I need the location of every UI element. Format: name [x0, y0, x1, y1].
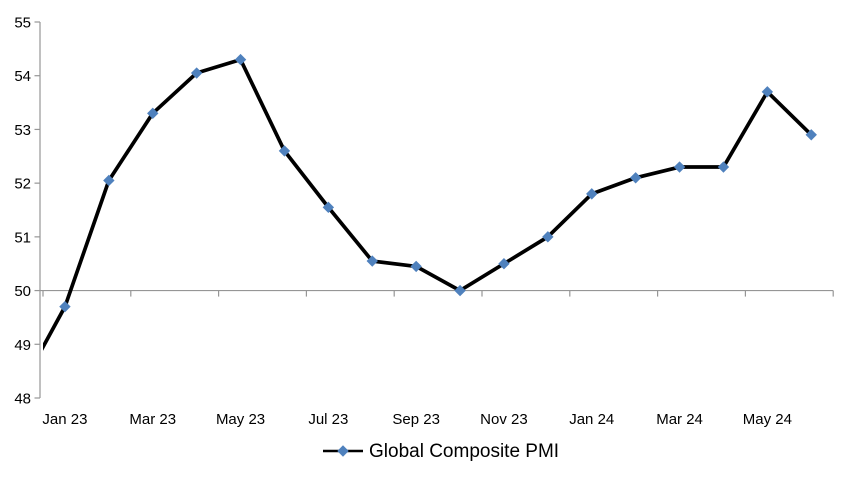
data-point-sep-23: [410, 260, 422, 273]
y-tick-label-49: 49: [14, 337, 31, 354]
legend-label: Global Composite PMI: [369, 441, 559, 462]
x-tick-label-mar-24: Mar 24: [656, 411, 703, 428]
legend-marker-diamond-icon: [337, 445, 349, 457]
data-point-feb-23: [103, 174, 115, 187]
x-tick-label-may-24: May 24: [743, 411, 792, 428]
x-tick-label-jan-23: Jan 23: [42, 411, 87, 428]
x-tick-label-mar-23: Mar 23: [129, 411, 176, 428]
x-tick-label-sep-23: Sep 23: [392, 411, 440, 428]
y-tick-label-50: 50: [14, 283, 31, 300]
y-tick-label-51: 51: [14, 229, 31, 246]
y-axis: 48 49 50 51 52 53 54 55: [14, 15, 41, 408]
data-point-jun-23: [278, 145, 291, 157]
data-point-feb-24: [629, 172, 642, 184]
y-tick-label-55: 55: [14, 15, 31, 32]
data-point-may-24: [761, 86, 774, 98]
data-point-apr-24: [717, 161, 730, 173]
data-point-mar-23: [147, 107, 159, 120]
x-tick-label-may-23: May 23: [216, 411, 265, 428]
data-point-nov-23: [498, 258, 510, 270]
data-point-jan-24: [586, 188, 598, 200]
legend: Global Composite PMI: [323, 441, 559, 462]
y-tick-label-53: 53: [14, 122, 31, 139]
y-tick-label-52: 52: [14, 176, 31, 193]
data-point-mar-24: [673, 161, 686, 173]
data-point-dec-23: [542, 231, 554, 243]
data-point-jan-23: [59, 300, 71, 313]
data-point-may-23: [234, 53, 247, 66]
data-point-jun-24: [805, 129, 817, 141]
data-point-jul-23: [322, 201, 335, 214]
series-global-composite-pmi: [43, 53, 817, 351]
y-tick-label-54: 54: [14, 68, 31, 85]
x-tick-label-jan-24: Jan 24: [569, 411, 614, 428]
data-point-apr-23: [190, 67, 203, 79]
y-tick-label-48: 48: [14, 391, 31, 408]
data-point-oct-23: [454, 284, 466, 297]
data-point-aug-23: [366, 255, 378, 267]
series-line: [43, 57, 814, 351]
x-tick-label-nov-23: Nov 23: [480, 411, 528, 428]
x-tick-label-jul-23: Jul 23: [308, 411, 348, 428]
x-axis: Jan 23 Mar 23 May 23 Jul 23 Sep 23 Nov 23 Jan …: [40, 289, 834, 428]
